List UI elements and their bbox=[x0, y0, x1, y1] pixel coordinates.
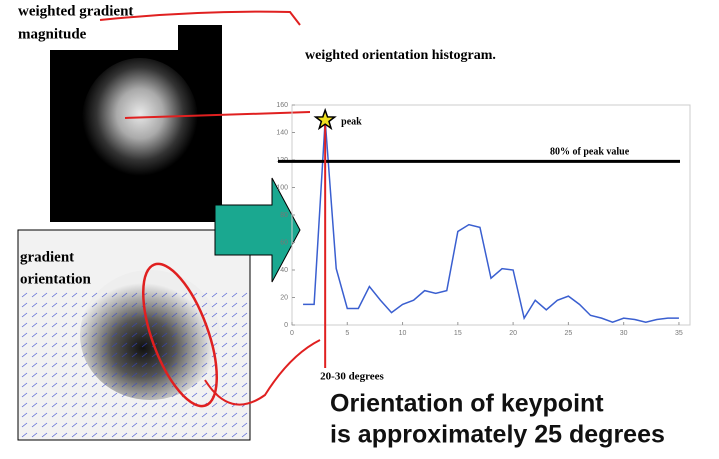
plot-frame bbox=[291, 104, 691, 326]
magnitude-blob bbox=[82, 58, 198, 182]
red-ellipse bbox=[142, 262, 218, 408]
x-tick-label: 0 bbox=[290, 330, 294, 337]
y-tick-label: 80 bbox=[280, 212, 288, 219]
magnitude-label: weighted gradient bbox=[18, 3, 133, 19]
x-tick-label: 25 bbox=[564, 330, 572, 337]
red-pointer bbox=[124, 111, 311, 119]
orientation-label: gradient bbox=[20, 249, 74, 265]
green-arrow bbox=[214, 177, 301, 283]
threshold-label: 80% of peak value bbox=[550, 147, 630, 158]
y-tick-label: 100 bbox=[276, 184, 288, 191]
label-bg bbox=[0, 0, 178, 50]
histogram-line bbox=[303, 120, 679, 324]
peak-star bbox=[313, 107, 337, 131]
y-tick-label: 0 bbox=[284, 322, 288, 329]
x-tick-label: 30 bbox=[620, 330, 628, 337]
red-underline bbox=[99, 10, 301, 26]
magnitude-label: magnitude bbox=[18, 26, 87, 42]
peak-label: peak bbox=[341, 116, 362, 127]
orientation-arrows bbox=[18, 290, 250, 440]
orientation-label: orientation bbox=[20, 271, 91, 287]
chart-title: weighted orientation histogram. bbox=[305, 48, 496, 63]
x-tick-label: 20 bbox=[509, 330, 517, 337]
y-tick-label: 140 bbox=[276, 129, 288, 136]
conclusion: Orientation of keypoint bbox=[330, 390, 604, 418]
x-tick-label: 15 bbox=[454, 330, 462, 337]
conclusion: is approximately 25 degrees bbox=[330, 421, 665, 449]
y-tick-label: 160 bbox=[276, 102, 288, 109]
y-tick-label: 20 bbox=[280, 294, 288, 301]
peak-range-label: 20-30 degrees bbox=[320, 371, 384, 383]
x-tick-label: 5 bbox=[345, 330, 349, 337]
x-tick-label: 35 bbox=[675, 330, 683, 337]
x-tick-label: 10 bbox=[399, 330, 407, 337]
y-tick-label: 40 bbox=[280, 267, 288, 274]
red-curve bbox=[204, 339, 321, 406]
y-tick-label: 60 bbox=[280, 239, 288, 246]
